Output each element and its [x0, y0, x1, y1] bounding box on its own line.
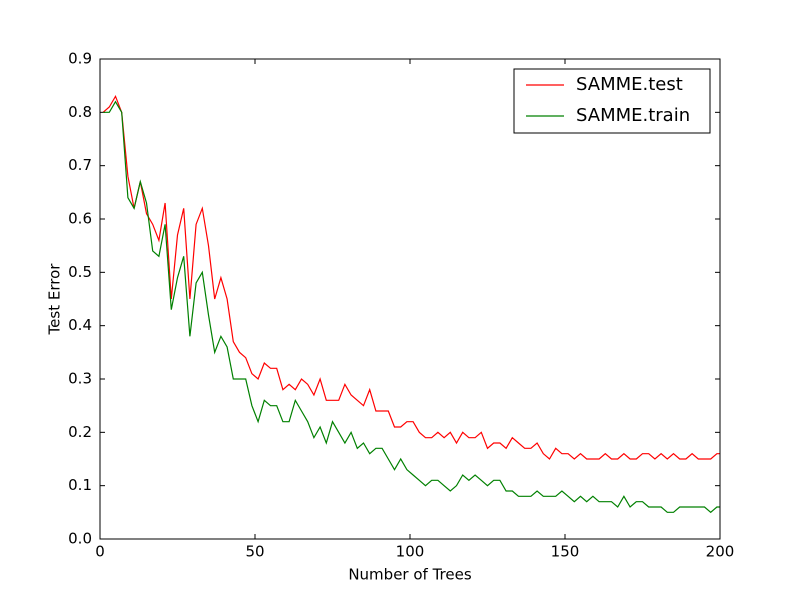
x-axis-label: Number of Trees	[348, 566, 472, 584]
y-tick-label: 0.0	[68, 530, 92, 548]
legend-label: SAMME.test	[576, 74, 683, 95]
y-tick-label: 0.8	[68, 103, 92, 121]
y-tick-label: 0.2	[68, 423, 92, 441]
legend-label: SAMME.train	[576, 105, 690, 126]
x-tick-label: 100	[396, 543, 425, 561]
y-tick-label: 0.7	[68, 156, 92, 174]
x-tick-label: 200	[706, 543, 735, 561]
plot-frame	[99, 58, 721, 540]
x-tick-label: 0	[95, 543, 105, 561]
x-tick-label: 50	[245, 543, 264, 561]
y-tick-label: 0.5	[68, 263, 92, 281]
y-tick-label: 0.1	[68, 476, 92, 494]
x-tick-label: 150	[551, 543, 580, 561]
y-tick-label: 0.9	[68, 50, 92, 68]
y-tick-label: 0.4	[68, 316, 92, 334]
legend-box	[513, 68, 711, 134]
line	[102, 94, 720, 460]
line	[103, 100, 720, 514]
y-tick-label: 0.3	[68, 370, 92, 388]
y-tick-label: 0.6	[68, 210, 92, 228]
y-axis-label: Test Error	[46, 263, 64, 336]
